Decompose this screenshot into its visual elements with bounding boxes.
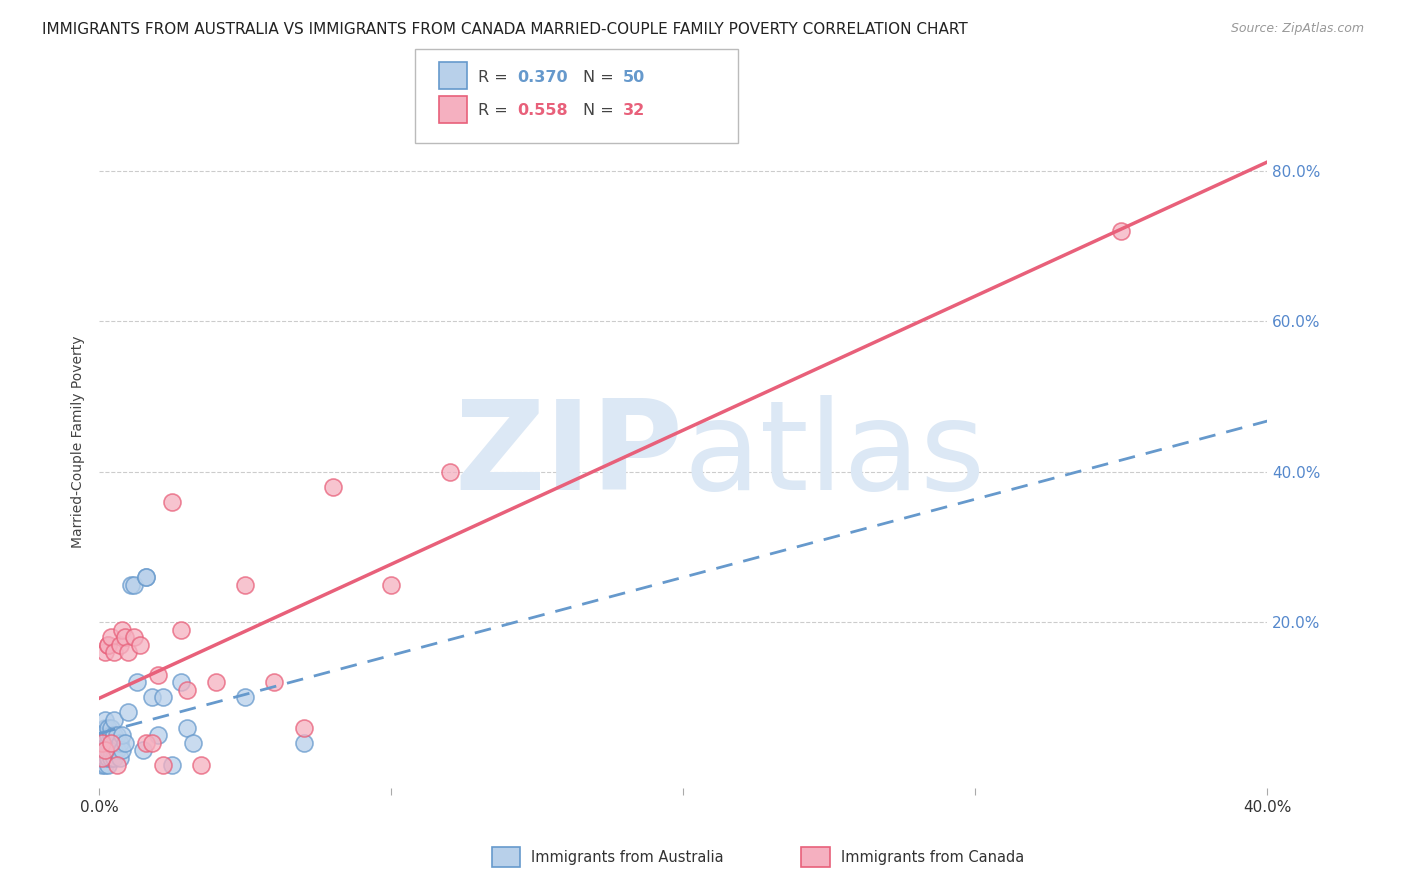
Point bbox=[91, 758, 114, 772]
Point bbox=[91, 743, 114, 757]
Text: 32: 32 bbox=[623, 103, 645, 119]
Point bbox=[1111, 224, 1133, 238]
Point bbox=[100, 750, 122, 764]
Point bbox=[94, 750, 117, 764]
Text: IMMIGRANTS FROM AUSTRALIA VS IMMIGRANTS FROM CANADA MARRIED-COUPLE FAMILY POVERT: IMMIGRANTS FROM AUSTRALIA VS IMMIGRANTS … bbox=[42, 22, 967, 37]
Point bbox=[100, 630, 122, 644]
Point bbox=[111, 728, 134, 742]
Point bbox=[100, 728, 122, 742]
Point bbox=[94, 721, 117, 735]
Point bbox=[152, 690, 174, 705]
Point bbox=[170, 623, 193, 637]
Point bbox=[176, 682, 198, 697]
Point bbox=[100, 721, 122, 735]
Point bbox=[91, 750, 114, 764]
Point bbox=[100, 736, 122, 750]
Point bbox=[91, 728, 114, 742]
Text: ZIP: ZIP bbox=[454, 395, 683, 516]
Point bbox=[114, 630, 136, 644]
Point bbox=[129, 638, 152, 652]
Point bbox=[122, 630, 145, 644]
Point bbox=[94, 743, 117, 757]
Point bbox=[103, 713, 125, 727]
Point bbox=[117, 645, 139, 659]
Point bbox=[122, 577, 145, 591]
Point bbox=[103, 743, 125, 757]
Point bbox=[111, 623, 134, 637]
Point bbox=[233, 690, 256, 705]
Point bbox=[263, 675, 285, 690]
Text: N =: N = bbox=[583, 103, 620, 119]
Point bbox=[114, 736, 136, 750]
Point bbox=[135, 570, 157, 584]
Point bbox=[105, 758, 128, 772]
Point bbox=[141, 690, 163, 705]
Point bbox=[190, 758, 212, 772]
Point bbox=[91, 736, 114, 750]
Point bbox=[94, 713, 117, 727]
Point bbox=[108, 736, 131, 750]
Point bbox=[135, 570, 157, 584]
Point bbox=[103, 750, 125, 764]
Point bbox=[97, 721, 120, 735]
Point bbox=[111, 743, 134, 757]
Point bbox=[380, 577, 402, 591]
Point bbox=[181, 736, 204, 750]
Point bbox=[146, 728, 169, 742]
Point bbox=[160, 494, 183, 508]
Point bbox=[94, 728, 117, 742]
Point bbox=[103, 645, 125, 659]
Point bbox=[97, 736, 120, 750]
Point bbox=[94, 645, 117, 659]
Point bbox=[160, 758, 183, 772]
Text: N =: N = bbox=[583, 70, 620, 85]
Text: 50: 50 bbox=[623, 70, 645, 85]
Point bbox=[141, 736, 163, 750]
Point bbox=[94, 743, 117, 757]
Point bbox=[322, 480, 344, 494]
Point bbox=[108, 750, 131, 764]
Point bbox=[97, 638, 120, 652]
Y-axis label: Married-Couple Family Poverty: Married-Couple Family Poverty bbox=[72, 335, 86, 548]
Point bbox=[97, 743, 120, 757]
Point bbox=[292, 736, 315, 750]
Point bbox=[132, 743, 155, 757]
Point bbox=[135, 736, 157, 750]
Point bbox=[146, 668, 169, 682]
Point bbox=[105, 743, 128, 757]
Text: 0.370: 0.370 bbox=[517, 70, 568, 85]
Text: atlas: atlas bbox=[683, 395, 986, 516]
Point bbox=[97, 758, 120, 772]
Point bbox=[94, 758, 117, 772]
Point bbox=[97, 638, 120, 652]
Point bbox=[91, 750, 114, 764]
Point bbox=[97, 728, 120, 742]
Text: R =: R = bbox=[478, 103, 513, 119]
Point bbox=[108, 638, 131, 652]
Point bbox=[100, 743, 122, 757]
Text: Immigrants from Canada: Immigrants from Canada bbox=[841, 850, 1024, 864]
Point bbox=[120, 577, 142, 591]
Text: Source: ZipAtlas.com: Source: ZipAtlas.com bbox=[1230, 22, 1364, 36]
Text: Immigrants from Australia: Immigrants from Australia bbox=[531, 850, 724, 864]
Text: R =: R = bbox=[478, 70, 513, 85]
Point bbox=[292, 721, 315, 735]
Point bbox=[100, 736, 122, 750]
Point bbox=[94, 736, 117, 750]
Point bbox=[103, 728, 125, 742]
Point bbox=[176, 721, 198, 735]
Point bbox=[152, 758, 174, 772]
Point bbox=[117, 706, 139, 720]
Point bbox=[439, 465, 461, 479]
Point bbox=[127, 675, 149, 690]
Point bbox=[97, 750, 120, 764]
Point bbox=[170, 675, 193, 690]
Point bbox=[205, 675, 228, 690]
Text: 0.558: 0.558 bbox=[517, 103, 568, 119]
Point bbox=[105, 728, 128, 742]
Point bbox=[91, 736, 114, 750]
Point bbox=[233, 577, 256, 591]
